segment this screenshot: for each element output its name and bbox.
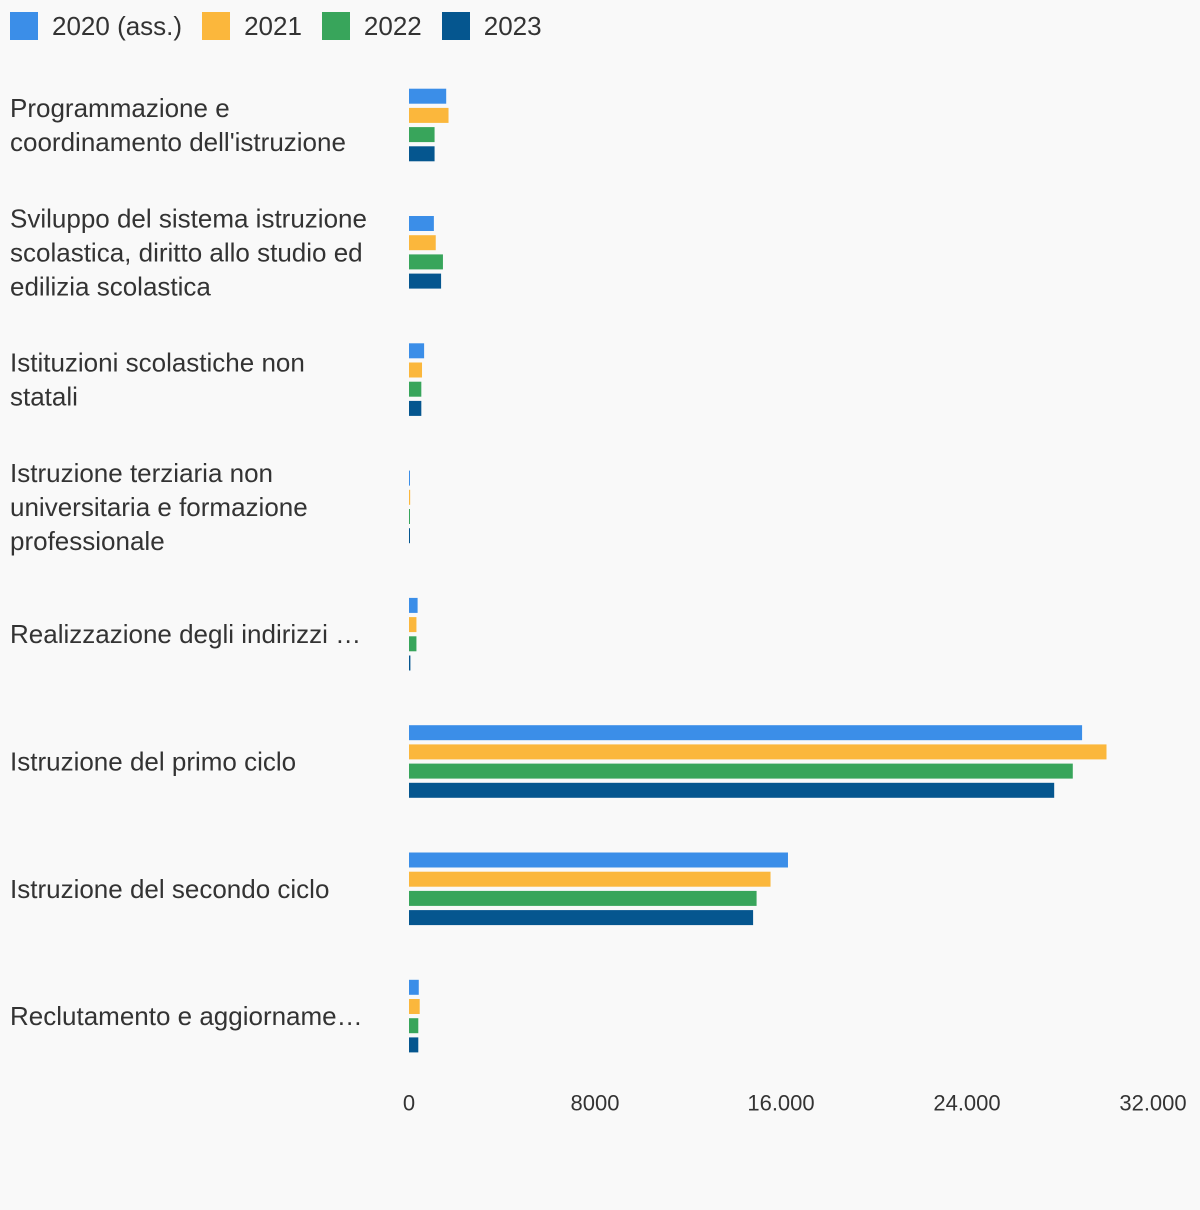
legend-swatch bbox=[10, 12, 38, 40]
bar[interactable] bbox=[409, 146, 435, 162]
category-label: Programmazione e coordinamento dell'istru… bbox=[10, 93, 346, 157]
bar[interactable] bbox=[409, 852, 788, 868]
category-label: Istruzione del secondo ciclo bbox=[10, 874, 329, 904]
legend-label: 2022 bbox=[363, 11, 422, 41]
legend-swatch bbox=[441, 12, 470, 40]
bar[interactable] bbox=[409, 88, 447, 104]
x-tick-label: 16.000 bbox=[747, 1091, 814, 1116]
category-label-line: Istruzione del secondo ciclo bbox=[10, 874, 329, 904]
category-label-line: Istruzione del primo ciclo bbox=[10, 747, 296, 777]
category-label-line: statali bbox=[10, 382, 78, 412]
bar[interactable] bbox=[409, 107, 449, 123]
category-label-line: coordinamento dell'istruzione bbox=[10, 127, 346, 157]
category-label: Istituzioni scolastiche non statali bbox=[10, 348, 305, 412]
category-label-line: Reclutamento e aggiorname… bbox=[10, 1001, 363, 1031]
bar[interactable] bbox=[409, 910, 754, 926]
x-tick-label: 8000 bbox=[571, 1091, 620, 1116]
bar[interactable] bbox=[409, 528, 410, 544]
category-label-line: Istruzione terziaria non bbox=[10, 458, 273, 488]
category-label: Reclutamento e aggiorname… bbox=[10, 1001, 363, 1031]
bar[interactable] bbox=[409, 890, 757, 906]
legend-item-0[interactable]: 2020 (ass.) bbox=[10, 8, 182, 44]
legend-item-3[interactable]: 2023 bbox=[441, 8, 542, 44]
category-label: Sviluppo del sistema istruzione scolastic… bbox=[10, 203, 367, 301]
bar[interactable] bbox=[409, 979, 419, 995]
category-label: Istruzione terziaria non universitaria e … bbox=[10, 458, 308, 556]
bar[interactable] bbox=[409, 400, 422, 416]
legend-label: 2021 bbox=[244, 11, 302, 41]
category-label-line: professionale bbox=[10, 526, 165, 556]
category-label-line: universitaria e formazione bbox=[10, 492, 308, 522]
x-tick-label: 0 bbox=[403, 1091, 415, 1116]
legend: 2020 (ass.) 2021 2022 2023 bbox=[10, 8, 542, 44]
bar[interactable] bbox=[409, 999, 420, 1014]
bar[interactable] bbox=[409, 655, 411, 671]
bar[interactable] bbox=[409, 744, 1107, 760]
bar[interactable] bbox=[409, 871, 771, 887]
bar[interactable] bbox=[409, 597, 418, 613]
category-label-line: Sviluppo del sistema istruzione bbox=[10, 203, 367, 233]
bar[interactable] bbox=[409, 216, 434, 231]
category-label: Istruzione del primo ciclo bbox=[10, 747, 296, 777]
bar[interactable] bbox=[409, 362, 423, 378]
bar[interactable] bbox=[409, 636, 417, 652]
bar[interactable] bbox=[409, 1018, 419, 1034]
category-label-line: Realizzazione degli indirizzi … bbox=[10, 619, 361, 649]
category-label-line: Programmazione e bbox=[10, 93, 230, 123]
legend-swatch bbox=[321, 12, 350, 40]
legend-item-1[interactable]: 2021 bbox=[202, 8, 302, 44]
bar[interactable] bbox=[409, 763, 1073, 779]
legend-item-2[interactable]: 2022 bbox=[321, 8, 422, 44]
category-label-line: scolastica, diritto allo studio ed bbox=[10, 237, 363, 267]
bar[interactable] bbox=[409, 470, 410, 486]
legend-swatch bbox=[202, 12, 231, 40]
legend-label: 2023 bbox=[483, 11, 542, 41]
category-label-line: edilizia scolastica bbox=[10, 271, 211, 301]
bar[interactable] bbox=[409, 343, 425, 359]
bar[interactable] bbox=[409, 254, 443, 270]
bar[interactable] bbox=[409, 1037, 419, 1053]
bar[interactable] bbox=[409, 725, 1083, 741]
bar[interactable] bbox=[409, 489, 411, 505]
x-tick-label: 32.000 bbox=[1119, 1091, 1186, 1116]
category-label-line: Istituzioni scolastiche non bbox=[10, 348, 305, 378]
bar[interactable] bbox=[409, 273, 442, 289]
legend-label: 2020 (ass.) bbox=[52, 11, 183, 41]
bar[interactable] bbox=[409, 617, 417, 633]
x-tick-label: 24.000 bbox=[933, 1091, 1000, 1116]
category-label: Realizzazione degli indirizzi … bbox=[10, 619, 361, 649]
bar[interactable] bbox=[409, 127, 435, 143]
bar[interactable] bbox=[409, 509, 410, 524]
bar[interactable] bbox=[409, 782, 1055, 798]
bar[interactable] bbox=[409, 381, 422, 397]
bar[interactable] bbox=[409, 235, 436, 251]
